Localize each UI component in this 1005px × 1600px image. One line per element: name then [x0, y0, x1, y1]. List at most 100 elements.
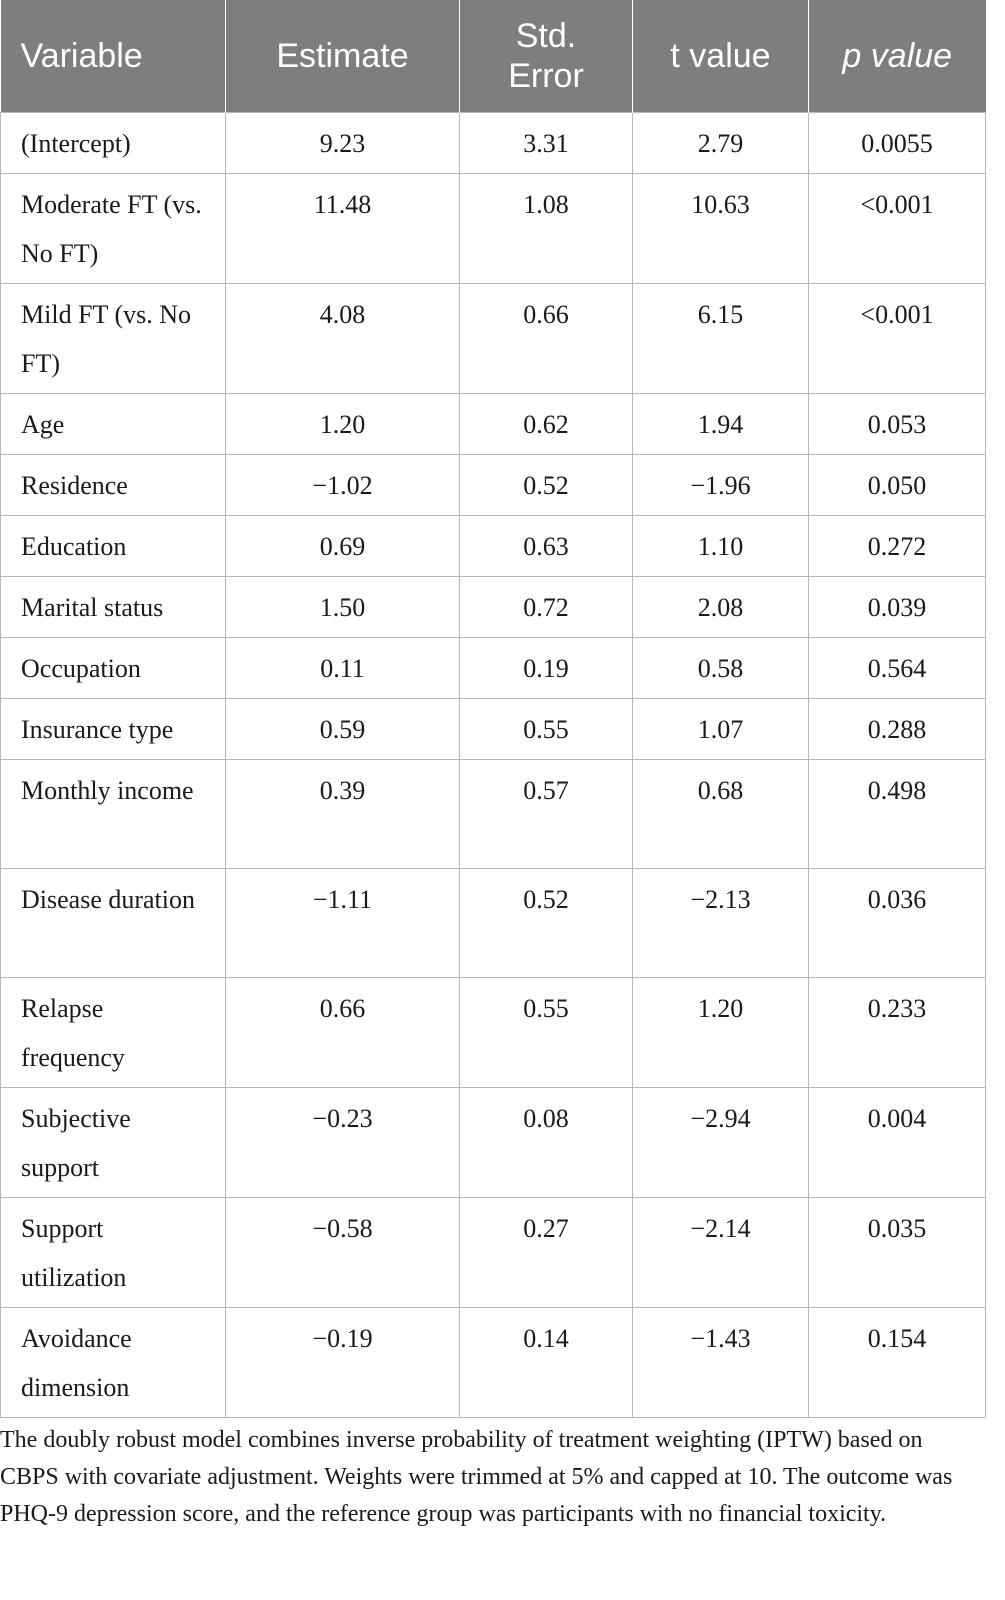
- header-row: Variable Estimate Std. Error t value p v…: [0, 0, 986, 112]
- cell-std-error: 0.55: [459, 976, 633, 1088]
- cell-variable: (Intercept): [0, 111, 226, 174]
- cell-std-error: 0.62: [459, 392, 633, 455]
- header-variable: Variable: [0, 0, 226, 112]
- cell-std-error: 0.52: [459, 453, 633, 516]
- cell-estimate: 11.48: [225, 172, 460, 284]
- header-p-value: p value: [808, 0, 986, 112]
- cell-std-error: 0.19: [459, 636, 633, 699]
- table-row: Relapse frequency 0.66 0.55 1.20 0.233: [0, 976, 986, 1088]
- table-row: Occupation 0.11 0.19 0.58 0.564: [0, 636, 986, 699]
- cell-std-error: 0.52: [459, 867, 633, 978]
- cell-std-error: 0.57: [459, 758, 633, 869]
- cell-p-value: 0.039: [808, 575, 986, 638]
- cell-t-value: −2.13: [632, 867, 809, 978]
- cell-estimate: 0.39: [225, 758, 460, 869]
- cell-variable: Residence: [0, 453, 226, 516]
- table-row: Support utilization −0.58 0.27 −2.14 0.035: [0, 1196, 986, 1308]
- cell-estimate: 0.66: [225, 976, 460, 1088]
- cell-estimate: −1.02: [225, 453, 460, 516]
- cell-estimate: −1.11: [225, 867, 460, 978]
- cell-p-value: 0.050: [808, 453, 986, 516]
- table-row: Disease duration −1.11 0.52 −2.13 0.036: [0, 867, 986, 978]
- cell-std-error: 0.14: [459, 1306, 633, 1418]
- cell-estimate: 1.50: [225, 575, 460, 638]
- cell-std-error: 0.55: [459, 697, 633, 760]
- cell-estimate: −0.19: [225, 1306, 460, 1418]
- cell-estimate: 9.23: [225, 111, 460, 174]
- header-p-italic: p: [842, 36, 862, 75]
- cell-estimate: 0.69: [225, 514, 460, 577]
- cell-p-value: 0.053: [808, 392, 986, 455]
- cell-variable: Monthly income: [0, 758, 226, 869]
- cell-p-value: 0.154: [808, 1306, 986, 1418]
- cell-p-value: <0.001: [808, 172, 986, 284]
- cell-estimate: −0.23: [225, 1086, 460, 1198]
- cell-std-error: 3.31: [459, 111, 633, 174]
- header-t-value: t value: [632, 0, 809, 112]
- cell-variable: Marital status: [0, 575, 226, 638]
- table-body: (Intercept) 9.23 3.31 2.79 0.0055 Moderate FT…: [0, 111, 986, 1418]
- cell-t-value: 1.10: [632, 514, 809, 577]
- table-row: Mild FT (vs. No FT) 4.08 0.66 6.15 <0.001: [0, 282, 986, 394]
- cell-t-value: 2.08: [632, 575, 809, 638]
- table-row: Age 1.20 0.62 1.94 0.053: [0, 392, 986, 455]
- table-row: Subjective support −0.23 0.08 −2.94 0.004: [0, 1086, 986, 1198]
- cell-p-value: 0.498: [808, 758, 986, 869]
- cell-variable: Relapse frequency: [0, 976, 226, 1088]
- cell-t-value: −2.94: [632, 1086, 809, 1198]
- table-row: Avoidance dimension −0.19 0.14 −1.43 0.154: [0, 1306, 986, 1418]
- cell-variable: Subjective support: [0, 1086, 226, 1198]
- cell-t-value: 0.68: [632, 758, 809, 869]
- cell-t-value: 0.58: [632, 636, 809, 699]
- cell-variable: Insurance type: [0, 697, 226, 760]
- header-std-error: Std. Error: [459, 0, 633, 112]
- cell-std-error: 0.27: [459, 1196, 633, 1308]
- cell-std-error: 0.63: [459, 514, 633, 577]
- table-row: Residence −1.02 0.52 −1.96 0.050: [0, 453, 986, 516]
- table-row: Moderate FT (vs. No FT) 11.48 1.08 10.63 <0.…: [0, 172, 986, 284]
- cell-estimate: 1.20: [225, 392, 460, 455]
- cell-variable: Age: [0, 392, 226, 455]
- cell-p-value: 0.035: [808, 1196, 986, 1308]
- header-estimate: Estimate: [225, 0, 460, 112]
- cell-t-value: 10.63: [632, 172, 809, 284]
- table-row: Monthly income 0.39 0.57 0.68 0.498: [0, 758, 986, 869]
- cell-t-value: −1.43: [632, 1306, 809, 1418]
- cell-std-error: 1.08: [459, 172, 633, 284]
- cell-estimate: 0.11: [225, 636, 460, 699]
- cell-std-error: 0.08: [459, 1086, 633, 1198]
- cell-variable: Occupation: [0, 636, 226, 699]
- cell-t-value: 2.79: [632, 111, 809, 174]
- cell-t-value: 1.07: [632, 697, 809, 760]
- cell-p-value: 0.272: [808, 514, 986, 577]
- cell-p-value: 0.564: [808, 636, 986, 699]
- cell-t-value: −2.14: [632, 1196, 809, 1308]
- cell-p-value: 0.004: [808, 1086, 986, 1198]
- table-row: (Intercept) 9.23 3.31 2.79 0.0055: [0, 111, 986, 174]
- cell-std-error: 0.72: [459, 575, 633, 638]
- cell-estimate: 0.59: [225, 697, 460, 760]
- table-footnote: The doubly robust model combines inverse…: [0, 1426, 953, 1527]
- regression-table: Variable Estimate Std. Error t value p v…: [0, 0, 986, 1418]
- cell-std-error: 0.66: [459, 282, 633, 394]
- cell-estimate: 4.08: [225, 282, 460, 394]
- cell-t-value: 1.94: [632, 392, 809, 455]
- cell-variable: Avoidance dimension: [0, 1306, 226, 1418]
- table-row: Marital status 1.50 0.72 2.08 0.039: [0, 575, 986, 638]
- header-p-rest: value: [861, 36, 953, 75]
- cell-estimate: −0.58: [225, 1196, 460, 1308]
- table-row: Insurance type 0.59 0.55 1.07 0.288: [0, 697, 986, 760]
- cell-t-value: 6.15: [632, 282, 809, 394]
- cell-variable: Disease duration: [0, 867, 226, 978]
- cell-variable: Moderate FT (vs. No FT): [0, 172, 226, 284]
- cell-variable: Education: [0, 514, 226, 577]
- table-container: Variable Estimate Std. Error t value p v…: [0, 0, 986, 1527]
- cell-t-value: 1.20: [632, 976, 809, 1088]
- cell-t-value: −1.96: [632, 453, 809, 516]
- cell-p-value: 0.036: [808, 867, 986, 978]
- table-row: Education 0.69 0.63 1.10 0.272: [0, 514, 986, 577]
- cell-variable: Support utilization: [0, 1196, 226, 1308]
- cell-p-value: 0.288: [808, 697, 986, 760]
- cell-p-value: 0.233: [808, 976, 986, 1088]
- cell-variable: Mild FT (vs. No FT): [0, 282, 226, 394]
